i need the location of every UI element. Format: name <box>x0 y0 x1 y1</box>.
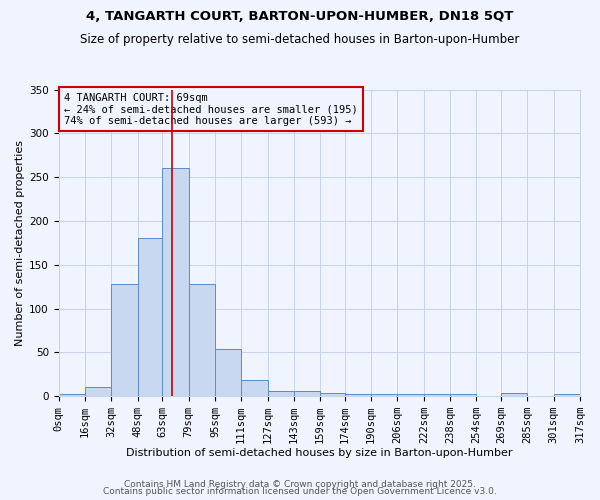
Bar <box>215 349 241 396</box>
Text: Contains public sector information licensed under the Open Government Licence v3: Contains public sector information licen… <box>103 488 497 496</box>
Text: 4 TANGARTH COURT: 69sqm
← 24% of semi-detached houses are smaller (195)
74% of s: 4 TANGARTH COURT: 69sqm ← 24% of semi-de… <box>64 92 358 126</box>
Bar <box>501 394 527 396</box>
Text: Contains HM Land Registry data © Crown copyright and database right 2025.: Contains HM Land Registry data © Crown c… <box>124 480 476 489</box>
Bar <box>85 388 111 396</box>
Bar <box>397 394 424 396</box>
Bar <box>268 391 294 396</box>
Text: 4, TANGARTH COURT, BARTON-UPON-HUMBER, DN18 5QT: 4, TANGARTH COURT, BARTON-UPON-HUMBER, D… <box>86 10 514 23</box>
Bar <box>162 168 188 396</box>
X-axis label: Distribution of semi-detached houses by size in Barton-upon-Humber: Distribution of semi-detached houses by … <box>126 448 512 458</box>
Bar <box>345 394 371 396</box>
Bar <box>320 392 345 396</box>
Bar <box>137 238 162 396</box>
Bar <box>424 394 450 396</box>
Bar <box>371 394 397 396</box>
Text: Size of property relative to semi-detached houses in Barton-upon-Humber: Size of property relative to semi-detach… <box>80 32 520 46</box>
Bar <box>111 284 137 396</box>
Bar <box>59 394 85 396</box>
Y-axis label: Number of semi-detached properties: Number of semi-detached properties <box>15 140 25 346</box>
Bar <box>241 380 268 396</box>
Bar <box>554 394 580 396</box>
Bar <box>450 394 476 396</box>
Bar <box>188 284 215 396</box>
Bar <box>294 391 320 396</box>
